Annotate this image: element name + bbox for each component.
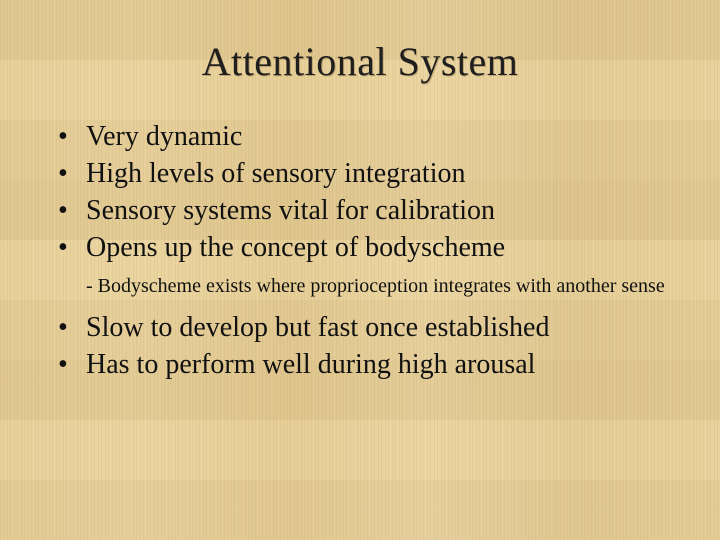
- slide: Attentional System Very dynamic High lev…: [0, 0, 720, 540]
- bullet-item: Slow to develop but fast once establishe…: [50, 310, 680, 347]
- bullet-item: Opens up the concept of bodyscheme: [50, 230, 680, 267]
- bullet-item: Has to perform well during high arousal: [50, 347, 680, 384]
- bullet-list-top: Very dynamic High levels of sensory inte…: [40, 119, 680, 267]
- bullet-list-bottom: Slow to develop but fast once establishe…: [40, 310, 680, 384]
- bullet-item: Very dynamic: [50, 119, 680, 156]
- slide-title: Attentional System: [40, 38, 680, 85]
- subnote: - Bodyscheme exists where proprioception…: [40, 273, 680, 300]
- bullet-item: Sensory systems vital for calibration: [50, 193, 680, 230]
- bullet-item: High levels of sensory integration: [50, 156, 680, 193]
